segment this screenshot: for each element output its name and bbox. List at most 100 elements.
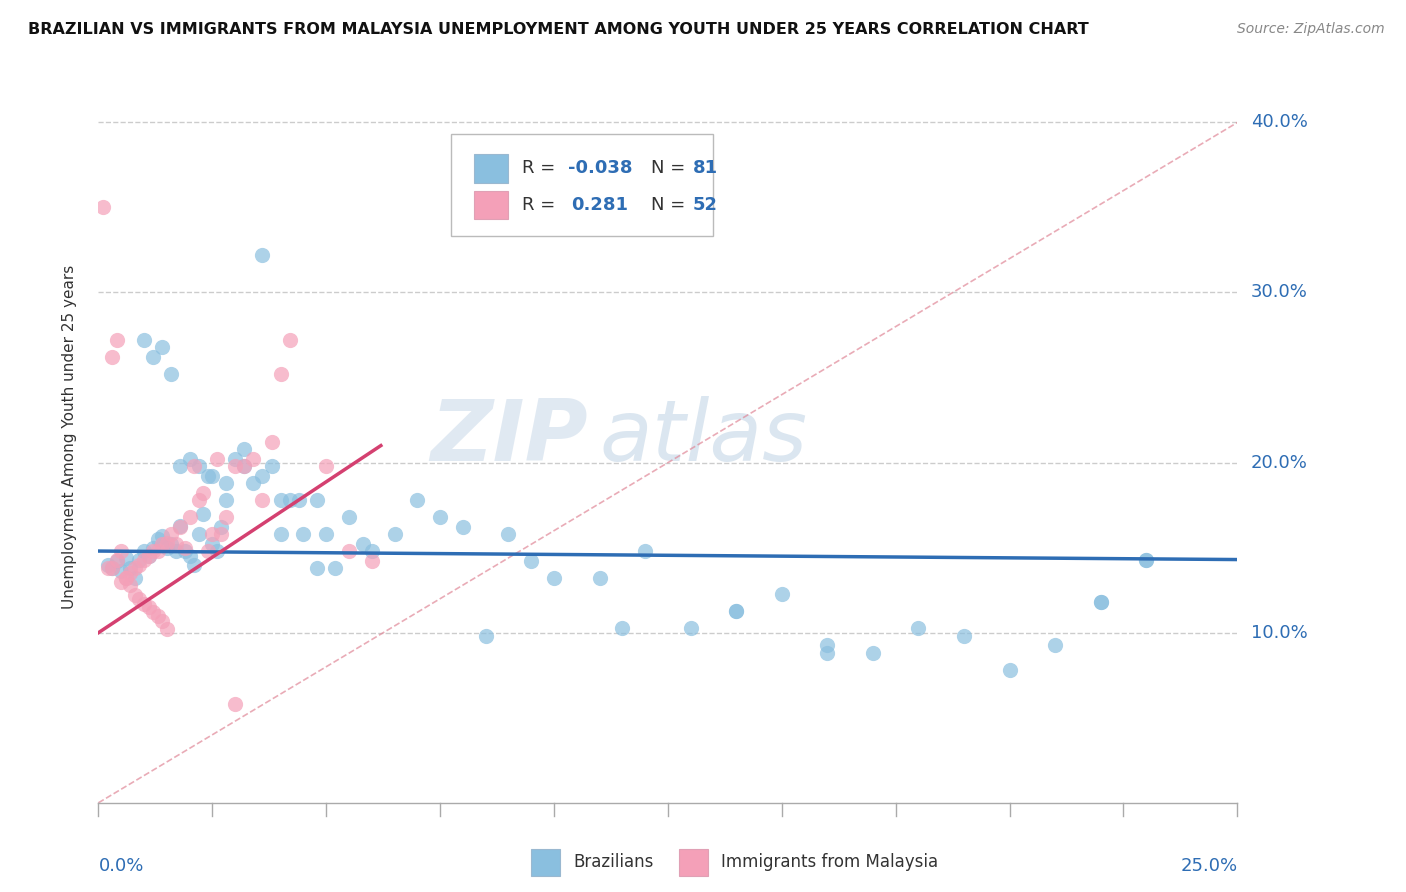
Point: [209, 520, 232, 534]
Point: [138, 549, 160, 563]
Point: [233, 458, 256, 473]
Point: [725, 604, 748, 618]
Point: [138, 549, 160, 563]
Point: [142, 544, 165, 558]
Point: [114, 571, 136, 585]
Point: [205, 452, 228, 467]
Point: [315, 527, 337, 541]
Point: [679, 621, 702, 635]
Point: [142, 605, 165, 619]
Text: R =: R =: [522, 196, 561, 214]
Point: [612, 621, 634, 635]
Point: [337, 510, 360, 524]
Point: [215, 493, 238, 508]
Point: [815, 638, 838, 652]
Point: [183, 458, 205, 473]
Point: [233, 458, 256, 473]
Point: [1043, 638, 1066, 652]
Point: [96, 561, 118, 575]
Point: [165, 537, 187, 551]
Text: 52: 52: [693, 196, 718, 214]
Point: [815, 646, 838, 660]
Point: [260, 458, 283, 473]
Point: [252, 493, 274, 508]
Point: [179, 452, 201, 467]
Text: atlas: atlas: [599, 395, 807, 479]
Point: [953, 629, 976, 643]
Point: [156, 535, 179, 549]
Point: [156, 541, 179, 555]
Point: [224, 458, 246, 473]
Text: 20.0%: 20.0%: [1251, 454, 1308, 472]
Point: [105, 554, 128, 568]
Text: 30.0%: 30.0%: [1251, 284, 1308, 301]
Point: [862, 646, 884, 660]
Point: [165, 544, 187, 558]
Point: [307, 561, 329, 575]
Point: [146, 608, 169, 623]
Point: [252, 469, 274, 483]
Point: [588, 571, 610, 585]
Point: [120, 561, 142, 575]
Point: [132, 544, 155, 558]
Point: [179, 510, 201, 524]
Point: [187, 493, 209, 508]
Point: [292, 527, 315, 541]
Point: [233, 442, 256, 456]
Point: [1090, 595, 1112, 609]
Point: [406, 493, 429, 508]
Point: [270, 367, 292, 381]
FancyBboxPatch shape: [474, 154, 509, 183]
Point: [451, 520, 474, 534]
Text: 10.0%: 10.0%: [1251, 624, 1308, 641]
Point: [124, 561, 146, 575]
Point: [278, 333, 301, 347]
Point: [543, 571, 565, 585]
Point: [907, 621, 929, 635]
Point: [169, 458, 191, 473]
Point: [128, 591, 150, 606]
Point: [101, 350, 124, 364]
Point: [260, 435, 283, 450]
FancyBboxPatch shape: [474, 191, 509, 219]
Point: [429, 510, 451, 524]
Point: [114, 571, 136, 585]
Point: [96, 558, 118, 572]
Point: [187, 527, 209, 541]
Point: [174, 541, 197, 555]
Point: [315, 458, 337, 473]
Point: [270, 527, 292, 541]
Text: 40.0%: 40.0%: [1251, 113, 1308, 131]
Point: [150, 614, 173, 628]
Point: [224, 452, 246, 467]
Point: [998, 663, 1021, 677]
Point: [520, 554, 543, 568]
Point: [142, 541, 165, 555]
Point: [307, 493, 329, 508]
Point: [146, 532, 169, 546]
Point: [91, 201, 114, 215]
Point: [215, 475, 238, 490]
Point: [725, 604, 748, 618]
Text: R =: R =: [522, 160, 561, 178]
Point: [201, 527, 224, 541]
Text: Brazilians: Brazilians: [574, 854, 654, 871]
Point: [252, 248, 274, 262]
Point: [169, 518, 191, 533]
Text: Unemployment Among Youth under 25 years: Unemployment Among Youth under 25 years: [62, 265, 77, 609]
Point: [160, 537, 183, 551]
Point: [142, 350, 165, 364]
Point: [124, 571, 146, 585]
Point: [770, 586, 793, 600]
Point: [224, 697, 246, 711]
Point: [128, 558, 150, 572]
Text: Immigrants from Malaysia: Immigrants from Malaysia: [721, 854, 938, 871]
Point: [150, 340, 173, 354]
Text: 81: 81: [693, 160, 718, 178]
Point: [150, 537, 173, 551]
Point: [101, 561, 124, 575]
Text: N =: N =: [651, 196, 690, 214]
Point: [242, 452, 264, 467]
Point: [323, 561, 346, 575]
Point: [197, 544, 219, 558]
